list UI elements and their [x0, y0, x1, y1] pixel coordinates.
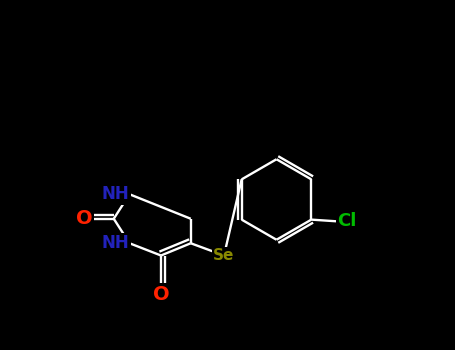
- Text: NH: NH: [102, 234, 130, 252]
- Text: Se: Se: [213, 248, 235, 263]
- Text: Cl: Cl: [338, 212, 357, 230]
- Text: NH: NH: [102, 185, 130, 203]
- Text: O: O: [153, 285, 169, 303]
- Text: O: O: [76, 209, 92, 228]
